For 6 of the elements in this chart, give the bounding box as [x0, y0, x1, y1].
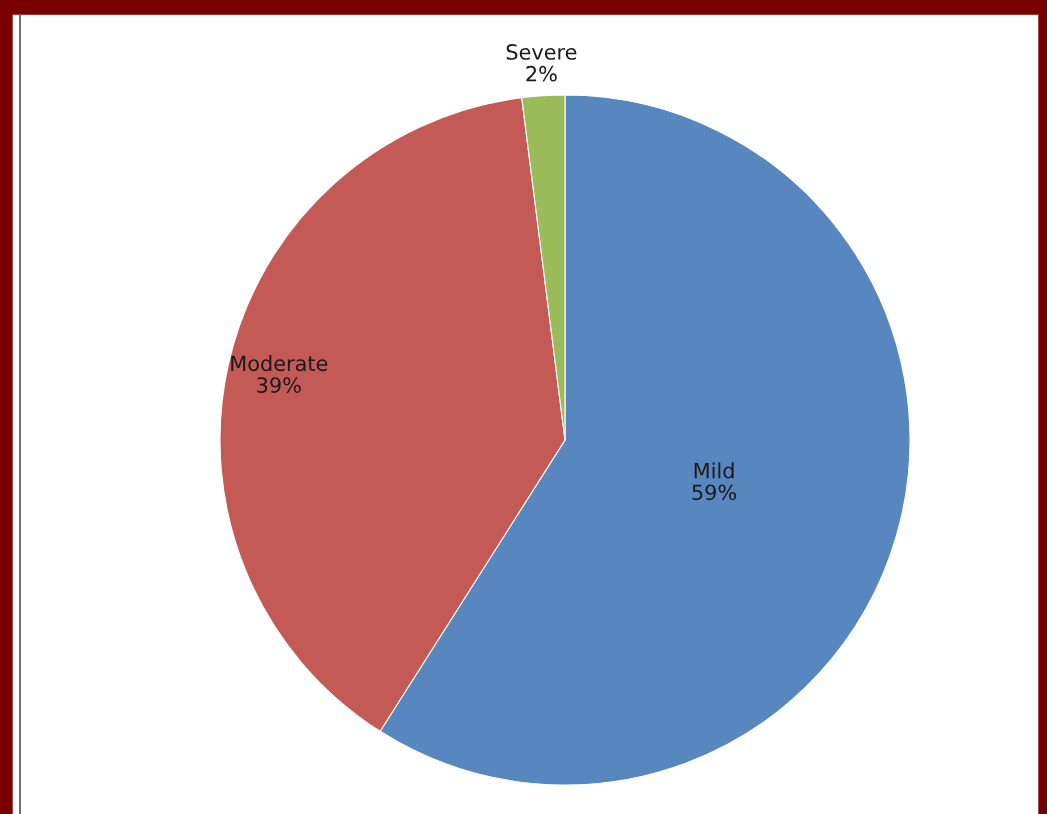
data-label: 39% [257, 377, 301, 393]
slice-label: Severe [506, 44, 577, 60]
slice-label: Mild [694, 462, 734, 479]
slice-label: Moderate [231, 355, 328, 372]
data-label: 59% [692, 484, 737, 501]
data-label: 2% [526, 65, 557, 82]
